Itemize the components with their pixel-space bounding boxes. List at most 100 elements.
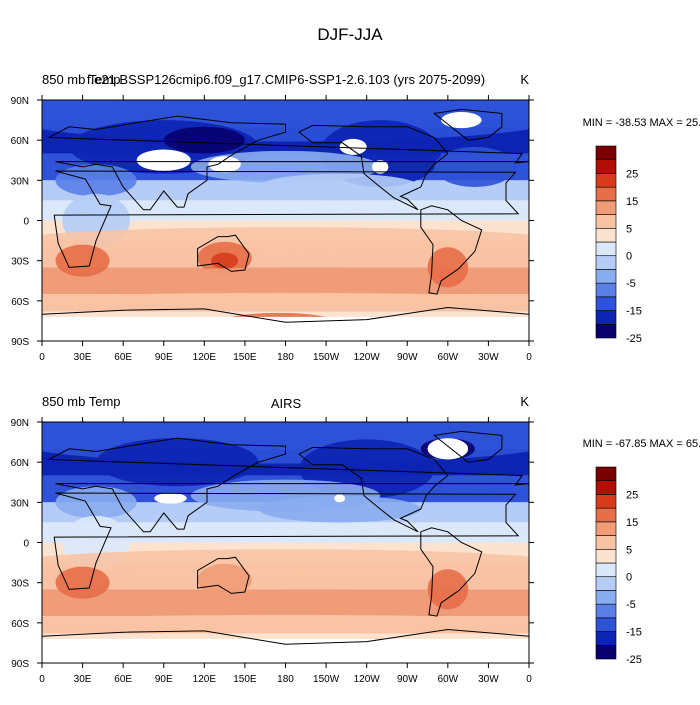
colorbar-swatch	[595, 562, 617, 578]
colorbar-swatch	[595, 590, 617, 605]
panel-obs-colorbar: 25 15 5 0 -5 -15 -25	[595, 466, 642, 666]
colorbar-swatch	[595, 200, 617, 215]
colorbar-swatch	[595, 296, 617, 311]
x-tick-label: 150E	[233, 674, 257, 685]
field-anomaly-11	[211, 252, 239, 269]
missing-data-antarctica	[42, 638, 529, 663]
missing-data-patch	[136, 149, 191, 171]
panel-obs-field	[42, 422, 529, 663]
colorbar-swatch	[595, 227, 617, 243]
colorbar-label: 0	[626, 572, 632, 584]
panel-model-field	[42, 100, 529, 341]
field-anomaly-9	[197, 563, 252, 597]
coastline-2	[197, 556, 250, 594]
y-tick-label: 30S	[11, 579, 29, 590]
colorbar-label: -5	[626, 278, 636, 290]
field-band-4	[42, 522, 529, 543]
missing-data-patch	[334, 494, 346, 503]
colorbar-label: -5	[626, 599, 636, 611]
x-tick-label: 180	[277, 674, 294, 685]
y-tick-label: 90S	[11, 337, 29, 348]
colorbar-swatch	[595, 631, 617, 646]
colorbar-swatch	[595, 644, 617, 660]
y-tick-label: 60N	[11, 136, 29, 147]
y-tick-label: 0	[23, 217, 29, 228]
colorbar-swatch	[595, 282, 617, 298]
x-tick-label: 120W	[354, 674, 381, 685]
field-anomaly-9	[42, 227, 529, 254]
x-tick-label: 0	[39, 674, 45, 685]
field-anomaly-4	[434, 146, 516, 188]
coastline-0	[53, 492, 520, 590]
colorbar-swatch	[595, 535, 617, 550]
x-tick-label: 150W	[313, 352, 340, 363]
panel-obs-units: K	[520, 394, 529, 409]
colorbar-label: 25	[626, 489, 638, 501]
colorbar-label: 15	[626, 196, 638, 208]
colorbar-label: 5	[626, 223, 632, 235]
colorbar-swatch	[595, 521, 617, 536]
field-anomaly-0	[42, 422, 529, 464]
colorbar-swatch	[595, 603, 617, 619]
field-anomaly-8	[42, 549, 529, 576]
missing-data-patch	[427, 438, 469, 460]
colorbar-swatch	[595, 159, 617, 174]
missing-data-patch	[208, 156, 241, 173]
coastline-5	[433, 430, 503, 463]
x-tick-label: 60W	[438, 352, 459, 363]
coastline-5	[433, 108, 503, 141]
x-tick-label: 30W	[478, 352, 499, 363]
field-anomaly-13	[42, 614, 529, 631]
x-tick-label: 150E	[233, 352, 257, 363]
coastline-2	[197, 234, 250, 272]
colorbar-label: 5	[626, 544, 632, 556]
panel-obs-min-max: MIN = -67.85 MAX = 65.19	[583, 438, 700, 450]
colorbar-swatch	[595, 323, 617, 339]
y-tick-label: 60S	[11, 297, 29, 308]
field-anomaly-2	[163, 126, 245, 154]
y-tick-label: 0	[23, 539, 29, 550]
colorbar-swatch	[595, 310, 617, 325]
coastline-6	[42, 628, 529, 663]
colorbar-swatch	[595, 173, 617, 188]
panel-model-left-title: 850 mb Temp	[42, 72, 121, 87]
panel-model-colorbar: 25 15 5 0 -5 -15 -25	[595, 145, 642, 345]
x-tick-label: 30E	[74, 352, 92, 363]
x-tick-label: 0	[526, 352, 532, 363]
x-tick-label: 120E	[193, 352, 217, 363]
colorbar-swatch	[595, 186, 617, 202]
colorbar-label: -25	[626, 333, 642, 345]
y-tick-label: 30N	[11, 498, 29, 509]
colorbar-swatch	[595, 241, 617, 257]
field-anomaly-10	[69, 589, 529, 617]
missing-data-patch	[154, 492, 187, 504]
colorbar-swatch	[595, 480, 617, 495]
field-anomaly-15	[42, 292, 529, 309]
x-tick-label: 60W	[438, 674, 459, 685]
y-tick-label: 30S	[11, 257, 29, 268]
coastline-6	[42, 306, 529, 341]
coastline-0	[53, 170, 520, 268]
colorbar-swatch	[595, 214, 617, 229]
field-anomaly-13	[427, 247, 469, 288]
field-anomaly-6	[258, 173, 421, 201]
colorbar-swatch	[595, 576, 617, 591]
x-tick-label: 120W	[354, 352, 381, 363]
figure-title: DJF-JJA	[317, 25, 383, 44]
x-tick-label: 60E	[114, 352, 132, 363]
x-tick-label: 60E	[114, 674, 132, 685]
coastline-3	[298, 124, 449, 211]
field-anomaly-12	[69, 267, 529, 295]
y-tick-label: 30N	[11, 176, 29, 187]
field-anomaly-14	[55, 244, 110, 277]
field-anomaly-5	[258, 495, 421, 523]
panel-model-min-max: MIN = -38.53 MAX = 25.90	[583, 117, 700, 129]
colorbar-swatch	[595, 466, 617, 482]
x-tick-label: 120E	[193, 674, 217, 685]
coastline-4	[420, 205, 483, 295]
colorbar-label: 15	[626, 517, 638, 529]
x-tick-label: 30E	[74, 674, 92, 685]
colorbar-label: -15	[626, 627, 642, 639]
colorbar-label: 25	[626, 168, 638, 180]
